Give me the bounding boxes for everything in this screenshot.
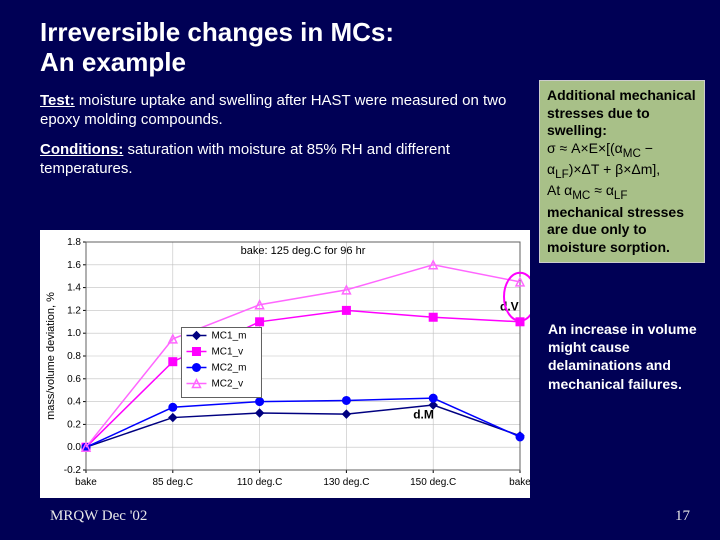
svg-text:0.4: 0.4: [67, 397, 81, 408]
desc-test: Test: moisture uptake and swelling after…: [0, 92, 530, 130]
footer-right: 17: [675, 508, 690, 525]
svg-text:MC2_v: MC2_v: [211, 379, 243, 390]
svg-text:bake: 125 deg.C for 96 hr: bake: 125 deg.C for 96 hr: [241, 245, 366, 257]
svg-text:bake: bake: [509, 477, 530, 488]
svg-text:MC1_m: MC1_m: [211, 331, 246, 342]
svg-text:1.2: 1.2: [67, 305, 81, 316]
page-title: Irreversible changes in MCs: An example: [0, 0, 720, 78]
desc-conditions: Conditions: saturation with moisture at …: [0, 141, 530, 179]
sidebar-text-failures: An increase in volume might cause delami…: [541, 320, 705, 393]
svg-text:mass/volume deviation, %: mass/volume deviation, %: [45, 292, 57, 420]
svg-text:MC2_m: MC2_m: [211, 363, 246, 374]
svg-text:0.8: 0.8: [67, 351, 81, 362]
chart: -0.2 0.0 0.2 0.4 0.6 0.8 1.0 1.2 1.4 1.6 1.8 bake 85…: [40, 230, 530, 498]
svg-text:MC1_v: MC1_v: [211, 347, 243, 358]
svg-text:d.V: d.V: [500, 299, 519, 313]
svg-text:0.0: 0.0: [67, 442, 81, 453]
svg-text:1.6: 1.6: [67, 260, 81, 271]
svg-text:0.2: 0.2: [67, 419, 81, 430]
desc-test-text: moisture uptake and swelling after HAST …: [40, 92, 506, 128]
svg-text:d.M: d.M: [413, 408, 434, 422]
svg-text:1.8: 1.8: [67, 237, 81, 248]
svg-text:1.0: 1.0: [67, 328, 81, 339]
desc-test-label: Test:: [40, 92, 75, 109]
svg-text:-0.2: -0.2: [64, 465, 82, 476]
svg-text:bake: bake: [75, 477, 97, 488]
svg-text:110 deg.C: 110 deg.C: [237, 477, 282, 488]
title-line1: Irreversible changes in MCs:: [40, 17, 394, 47]
sidebar2-text: An increase in volume might cause delami…: [548, 321, 697, 392]
sidebar-box-stresses: Additional mechanical stresses due to sw…: [539, 80, 705, 263]
svg-text:0.6: 0.6: [67, 374, 81, 385]
svg-text:1.4: 1.4: [67, 283, 81, 294]
svg-text:130 deg.C: 130 deg.C: [323, 477, 369, 488]
desc-cond-label: Conditions:: [40, 141, 123, 158]
svg-text:85 deg.C: 85 deg.C: [153, 477, 194, 488]
svg-text:150 deg.C: 150 deg.C: [410, 477, 456, 488]
footer-left: MRQW Dec '02: [50, 508, 147, 525]
title-line2: An example: [40, 47, 186, 77]
